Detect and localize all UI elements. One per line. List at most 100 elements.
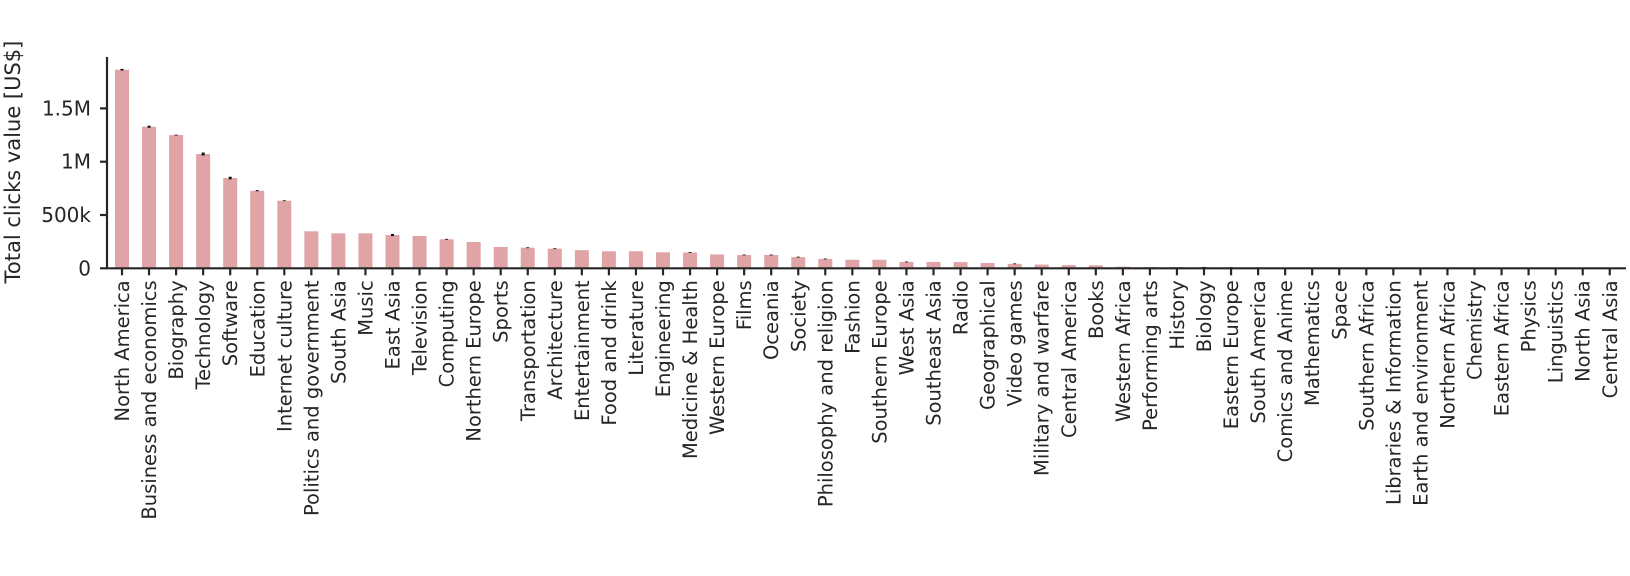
bar [574,250,589,269]
x-tick-label: Education [246,280,269,377]
errorbars-group [120,68,1260,268]
bar [493,246,508,269]
x-tick-label: Eastern Europe [1220,280,1243,429]
x-tick-label: Central Asia [1599,280,1622,398]
x-tick-label: Architecture [544,280,567,399]
bar [1088,265,1103,269]
x-tick-label: Biography [165,280,188,379]
bar [872,259,887,269]
x-tick-label: Food and drink [598,280,621,426]
bar [439,239,454,269]
x-ticks: North America Business and economics Biogr… [111,268,1622,520]
bar [737,254,752,269]
bar [601,251,616,269]
x-tick-label: Central America [1058,280,1081,438]
bar [899,261,914,269]
bar [223,178,238,269]
x-tick-label: Philosophy and religion [814,280,837,507]
x-tick-label: Video games [1004,280,1027,406]
bar [1061,265,1076,269]
x-tick-label: Southern Europe [868,280,891,443]
x-tick-label: Space [1328,280,1351,339]
x-tick-label: Northern Africa [1436,280,1459,428]
bar [520,247,535,269]
bar [953,262,968,269]
x-tick-label: History [1166,280,1189,349]
x-tick-label: Chemistry [1464,280,1487,380]
y-tick-label: 0 [78,256,91,280]
x-tick-label: Business and economics [138,280,161,519]
bar [1034,264,1049,269]
x-tick-label: Physics [1518,280,1541,352]
bar [710,254,725,269]
y-ticks: 0 500k 1M 1.5M [41,96,107,280]
bar [547,248,562,269]
bar [791,257,806,269]
x-tick-label: North Asia [1572,280,1595,382]
x-tick-label: Linguistics [1545,280,1568,383]
bar [304,231,319,269]
x-tick-label: Television [409,280,432,376]
x-tick-label: Computing [436,280,459,387]
x-tick-label: Engineering [652,280,675,397]
bar [683,252,698,269]
bar [385,235,400,269]
x-tick-label: Libraries & Information [1382,280,1405,505]
x-tick-label: Films [733,280,756,330]
x-tick-label: South Asia [327,280,350,384]
x-tick-label: Books [1085,280,1108,339]
x-tick-label: Performing arts [1139,280,1162,431]
x-tick-label: Eastern Africa [1491,280,1514,416]
x-tick-label: Music [354,280,377,335]
y-tick-label: 1.5M [42,96,91,120]
bar [818,258,833,269]
x-tick-label: Western Europe [706,280,729,435]
bar [845,259,860,269]
bar [358,233,373,269]
y-tick-label: 500k [41,203,91,227]
x-tick-label: Politics and government [300,280,323,516]
x-tick-label: Medicine & Health [679,280,702,459]
bar [277,200,292,269]
bars-group [115,69,1617,269]
bar [926,261,941,269]
bar [1007,263,1022,269]
bar [169,135,184,269]
bar [142,126,157,269]
x-tick-label: Technology [192,280,215,390]
bar [628,251,643,269]
x-tick-label: Northern Europe [463,280,486,441]
y-axis-title: Total clicks value [US$] [1,41,25,285]
x-tick-label: Oceania [760,280,783,360]
x-tick-label: Mathematics [1301,280,1324,406]
x-tick-label: Earth and environment [1409,280,1432,506]
x-tick-label: Western Africa [1112,280,1135,422]
bar [196,154,211,269]
bar [980,262,995,269]
x-tick-label: East Asia [382,280,405,369]
x-tick-label: North America [111,280,134,421]
bar [115,69,129,269]
x-tick-label: Literature [625,280,648,375]
y-tick-label: 1M [61,150,91,174]
x-tick-label: Fashion [841,280,864,354]
bar [656,252,670,269]
x-tick-label: Society [787,280,810,352]
bar [250,190,265,269]
x-tick-label: Southern Africa [1355,280,1378,431]
x-tick-label: Comics and Anime [1274,280,1297,462]
bar [764,254,779,269]
x-tick-label: Software [219,280,242,366]
x-tick-label: Geographical [977,280,1000,410]
x-tick-label: Entertainment [571,280,594,421]
x-tick-label: Biology [1193,280,1216,352]
bar [331,233,346,269]
bar [466,241,481,269]
x-tick-label: Military and warfare [1031,280,1054,476]
x-tick-label: South America [1247,280,1270,423]
x-tick-label: Sports [490,280,513,343]
x-tick-label: West Asia [895,280,918,375]
x-tick-label: Southeast Asia [923,280,946,426]
x-tick-label: Transportation [517,280,540,422]
